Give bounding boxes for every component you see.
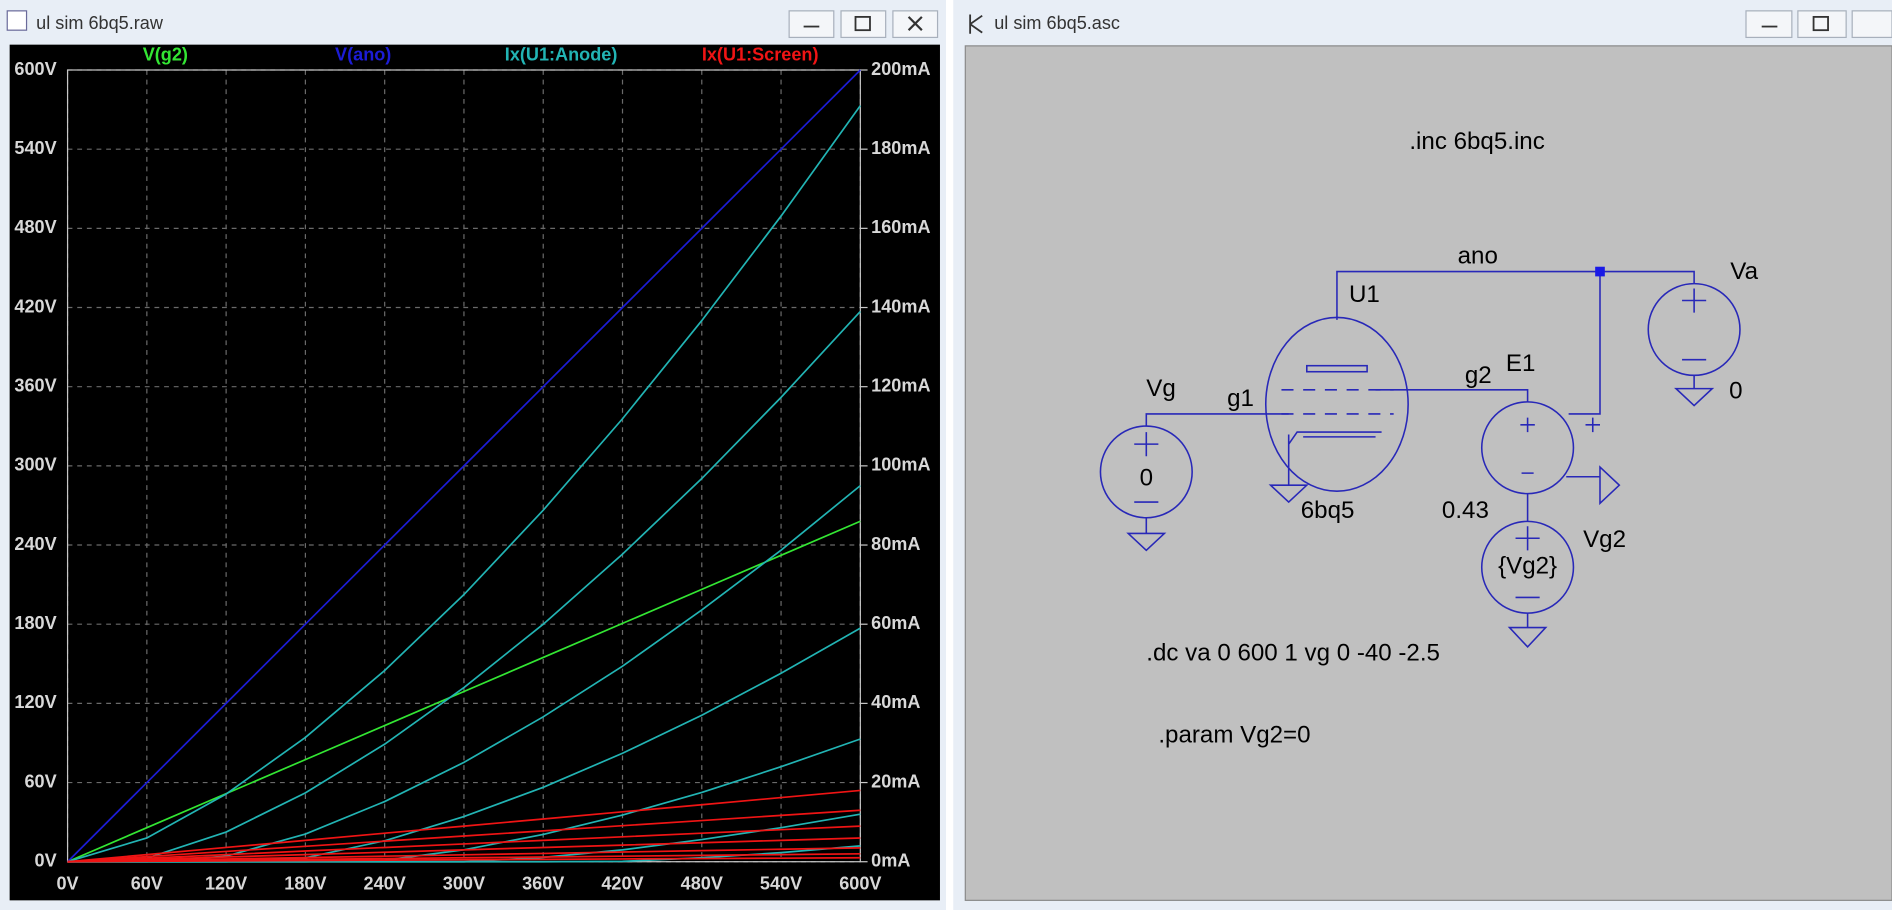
series-line bbox=[67, 809, 861, 863]
schematic-pane bbox=[964, 45, 1892, 901]
icon bbox=[907, 16, 923, 31]
series-line bbox=[67, 310, 861, 863]
component-name: Va bbox=[1730, 258, 1758, 285]
icon bbox=[1812, 15, 1829, 32]
source-e1 bbox=[1480, 401, 1575, 495]
window-buttons bbox=[788, 10, 939, 39]
y2-tick-label: 100mA bbox=[871, 455, 930, 475]
series-line bbox=[67, 105, 862, 863]
schematic: .inc 6bq5.inc ano U1 6bq5 Va 0 Vg 0 g1 g… bbox=[1099, 128, 1759, 749]
minimize-button[interactable] bbox=[788, 10, 835, 39]
chart: 0V 60V 120V 180V 240V 300V 360V 420V 480V 540V 600… bbox=[14, 44, 930, 893]
y2-tick-label: 40mA bbox=[871, 692, 920, 712]
component-value: 6bq5 bbox=[1301, 497, 1355, 524]
directive: .dc va 0 600 1 vg 0 -40 -2.5 bbox=[1146, 640, 1440, 667]
polarity-marks bbox=[1134, 288, 1707, 599]
tube bbox=[1264, 316, 1409, 492]
component-value: 0 bbox=[1140, 465, 1153, 492]
x-tick-label: 600V bbox=[839, 873, 881, 893]
y2-tick-label: 60mA bbox=[871, 613, 920, 633]
y-tick-label: 0V bbox=[35, 851, 57, 871]
y2-tick-label: 160mA bbox=[871, 217, 930, 237]
y-tick-label: 540V bbox=[14, 138, 56, 158]
x-tick-label: 360V bbox=[522, 873, 564, 893]
series-line bbox=[67, 520, 861, 863]
legend-entry: V(ano) bbox=[335, 44, 391, 64]
y2-tick-label: 80mA bbox=[871, 534, 920, 554]
y2-tick-label: 180mA bbox=[871, 138, 930, 158]
x-tick-label: 0V bbox=[57, 873, 79, 893]
component-name: Vg bbox=[1146, 375, 1176, 402]
y-tick-label: 420V bbox=[14, 296, 56, 316]
net-label: g1 bbox=[1227, 385, 1254, 412]
y2-tick-label: 200mA bbox=[871, 59, 930, 79]
x-tick-label: 240V bbox=[364, 873, 406, 893]
component-name: E1 bbox=[1506, 350, 1536, 377]
tube-grids bbox=[1281, 389, 1394, 415]
x-tick-label: 480V bbox=[681, 873, 723, 893]
x-tick-label: 60V bbox=[131, 873, 163, 893]
icon bbox=[854, 15, 871, 32]
legend-entry: V(g2) bbox=[143, 44, 188, 64]
y-tick-label: 300V bbox=[14, 455, 56, 475]
x-tick-label: 420V bbox=[601, 873, 643, 893]
series-line bbox=[67, 856, 861, 863]
net-label: ano bbox=[1458, 242, 1498, 269]
y2-tick-label: 120mA bbox=[871, 375, 930, 395]
source-va bbox=[1647, 282, 1741, 377]
x-tick-label: 180V bbox=[284, 873, 326, 893]
tube-plate bbox=[1305, 364, 1368, 373]
grounds bbox=[1126, 387, 1715, 649]
series-line bbox=[67, 825, 861, 863]
window-icon bbox=[6, 10, 28, 31]
x-tick-label: 540V bbox=[760, 873, 802, 893]
y-tick-label: 240V bbox=[14, 534, 56, 554]
y2-tick-label: 0mA bbox=[871, 851, 910, 871]
y2-tick-label: 20mA bbox=[871, 771, 920, 791]
directive: .inc 6bq5.inc bbox=[1409, 128, 1544, 155]
series-line bbox=[67, 837, 861, 863]
maximize-button[interactable] bbox=[840, 10, 887, 39]
series-line bbox=[66, 69, 861, 863]
source-vg bbox=[1099, 425, 1193, 519]
series-line bbox=[67, 789, 861, 863]
close-button[interactable] bbox=[1851, 10, 1892, 39]
component-value: {Vg2} bbox=[1498, 553, 1557, 580]
y-tick-label: 180V bbox=[14, 613, 56, 633]
y-tick-label: 120V bbox=[14, 692, 56, 712]
window-title: ul sim 6bq5.asc bbox=[994, 13, 1120, 33]
component-value: 0.43 bbox=[1442, 497, 1489, 524]
y-tick-label: 360V bbox=[14, 375, 56, 395]
net-label: g2 bbox=[1465, 362, 1492, 389]
x-tick-label: 300V bbox=[443, 873, 485, 893]
window-title: ul sim 6bq5.raw bbox=[36, 13, 164, 33]
component-name: U1 bbox=[1349, 281, 1380, 308]
maximize-button[interactable] bbox=[1797, 10, 1847, 39]
legend-entry: Ix(U1:Anode) bbox=[505, 44, 618, 64]
directive: .param Vg2=0 bbox=[1158, 722, 1310, 749]
y-tick-label: 600V bbox=[14, 59, 56, 79]
y-tick-label: 480V bbox=[14, 217, 56, 237]
component-name: Vg2 bbox=[1583, 526, 1626, 553]
window-icon bbox=[969, 14, 983, 34]
y2-tick-label: 140mA bbox=[871, 296, 930, 316]
minimize-button[interactable] bbox=[1745, 10, 1793, 39]
source-vg2 bbox=[1480, 520, 1575, 614]
window-buttons bbox=[1745, 10, 1892, 39]
series-line bbox=[67, 847, 861, 863]
tube-cathode bbox=[1288, 431, 1382, 445]
component-value: 0 bbox=[1729, 378, 1742, 405]
wires bbox=[1145, 270, 1695, 628]
legend-entry: Ix(U1:Screen) bbox=[702, 44, 819, 64]
junction bbox=[1595, 266, 1605, 277]
plot-pane bbox=[9, 44, 940, 901]
x-tick-label: 120V bbox=[205, 873, 247, 893]
y-tick-label: 60V bbox=[25, 771, 57, 791]
